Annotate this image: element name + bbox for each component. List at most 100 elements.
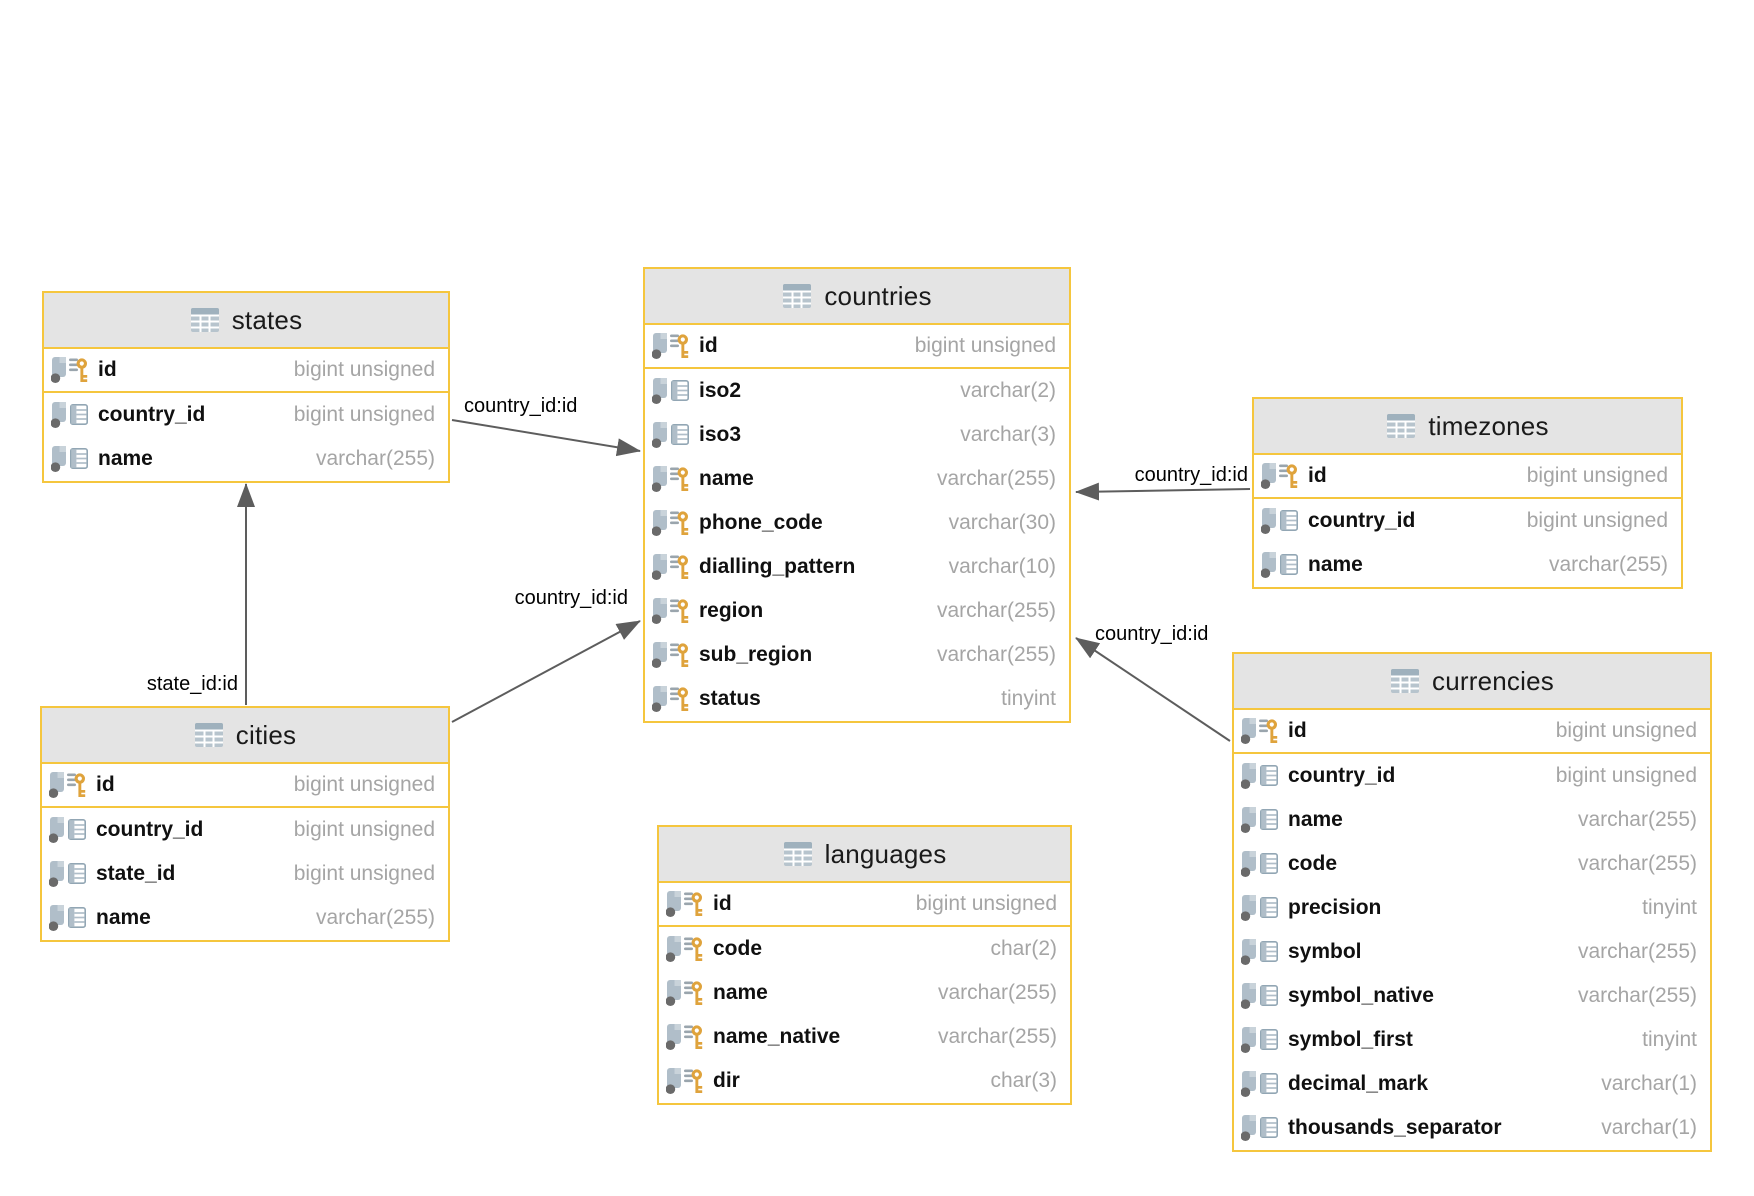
table-row-currencies-symbol_native[interactable]: symbol_native varchar(255): [1234, 974, 1710, 1018]
column-type: bigint unsigned: [1526, 509, 1668, 532]
table-row-states-id[interactable]: id bigint unsigned: [44, 349, 448, 393]
table-row-countries-iso3[interactable]: iso3 varchar(3): [645, 413, 1069, 457]
relation-label: country_id:id: [515, 587, 628, 609]
column-key-icon: [666, 936, 703, 962]
table-row-states-name[interactable]: name varchar(255): [44, 437, 448, 481]
table-languages[interactable]: languages id bigint unsigned code char(2) nam…: [657, 825, 1072, 1105]
table-title: timezones: [1428, 410, 1549, 441]
table-row-currencies-precision[interactable]: precision tinyint: [1234, 886, 1710, 930]
table-row-countries-name[interactable]: name varchar(255): [645, 457, 1069, 501]
column-key-icon: [666, 980, 703, 1006]
table-row-cities-country_id[interactable]: country_id bigint unsigned: [42, 808, 448, 852]
column-grid-icon: [1241, 1027, 1278, 1053]
column-name: iso2: [699, 379, 742, 402]
column-grid-icon: [49, 861, 86, 887]
column-type: varchar(255): [937, 1025, 1057, 1048]
table-row-currencies-code[interactable]: code varchar(255): [1234, 842, 1710, 886]
table-currencies[interactable]: currencies id bigint unsigned country_id big…: [1232, 652, 1712, 1152]
column-type: varchar(30): [948, 511, 1056, 534]
column-grid-icon: [49, 905, 86, 931]
table-states[interactable]: states id bigint unsigned country_id bigint …: [42, 291, 450, 483]
table-row-countries-id[interactable]: id bigint unsigned: [645, 325, 1069, 369]
table-row-countries-sub_region[interactable]: sub_region varchar(255): [645, 633, 1069, 677]
column-type: bigint unsigned: [914, 334, 1056, 357]
table-row-countries-dialling_pattern[interactable]: dialling_pattern varchar(10): [645, 545, 1069, 589]
column-name: name: [1308, 553, 1363, 576]
table-row-countries-phone_code[interactable]: phone_code varchar(30): [645, 501, 1069, 545]
column-key-icon: [666, 1068, 703, 1094]
table-row-countries-status[interactable]: status tinyint: [645, 677, 1069, 721]
table-row-timezones-id[interactable]: id bigint unsigned: [1254, 455, 1681, 499]
relation-label: country_id:id: [1095, 623, 1208, 645]
table-row-countries-region[interactable]: region varchar(255): [645, 589, 1069, 633]
table-header-currencies[interactable]: currencies: [1234, 654, 1710, 710]
relation-label: country_id:id: [1135, 464, 1248, 486]
column-name: thousands_separator: [1288, 1116, 1502, 1139]
column-name: iso3: [699, 423, 742, 446]
table-timezones[interactable]: timezones id bigint unsigned country_id bigi…: [1252, 397, 1683, 589]
table-header-states[interactable]: states: [44, 293, 448, 349]
column-grid-icon: [652, 422, 689, 448]
table-row-timezones-country_id[interactable]: country_id bigint unsigned: [1254, 499, 1681, 543]
table-row-countries-iso2[interactable]: iso2 varchar(2): [645, 369, 1069, 413]
table-grid-icon: [1387, 414, 1416, 438]
column-type: bigint unsigned: [293, 818, 435, 841]
table-header-countries[interactable]: countries: [645, 269, 1069, 325]
column-grid-icon: [1241, 983, 1278, 1009]
table-row-languages-name[interactable]: name varchar(255): [659, 971, 1070, 1015]
table-row-currencies-id[interactable]: id bigint unsigned: [1234, 710, 1710, 754]
table-row-timezones-name[interactable]: name varchar(255): [1254, 543, 1681, 587]
column-grid-icon: [652, 378, 689, 404]
table-row-currencies-thousands_separator[interactable]: thousands_separator varchar(1): [1234, 1106, 1710, 1150]
column-key-icon: [51, 357, 88, 383]
table-row-currencies-symbol[interactable]: symbol varchar(255): [1234, 930, 1710, 974]
table-title: countries: [824, 280, 932, 311]
table-row-currencies-country_id[interactable]: country_id bigint unsigned: [1234, 754, 1710, 798]
column-name: name: [1288, 808, 1343, 831]
table-title: states: [231, 304, 303, 335]
column-key-icon: [652, 598, 689, 624]
table-row-cities-id[interactable]: id bigint unsigned: [42, 764, 448, 808]
column-type: varchar(255): [1577, 852, 1697, 875]
table-countries[interactable]: countries id bigint unsigned iso2 varchar(2)…: [643, 267, 1071, 723]
column-type: varchar(3): [960, 423, 1056, 446]
table-row-languages-id[interactable]: id bigint unsigned: [659, 883, 1070, 927]
relation-label: state_id:id: [147, 673, 238, 695]
column-key-icon: [1261, 463, 1298, 489]
table-header-timezones[interactable]: timezones: [1254, 399, 1681, 455]
column-type: bigint unsigned: [1555, 764, 1697, 787]
table-header-cities[interactable]: cities: [42, 708, 448, 764]
table-row-currencies-name[interactable]: name varchar(255): [1234, 798, 1710, 842]
table-cities[interactable]: cities id bigint unsigned country_id bigint …: [40, 706, 450, 942]
column-name: phone_code: [699, 511, 823, 534]
table-row-states-country_id[interactable]: country_id bigint unsigned: [44, 393, 448, 437]
column-type: varchar(255): [936, 467, 1056, 490]
column-grid-icon: [1241, 895, 1278, 921]
column-type: tinyint: [1001, 687, 1056, 710]
column-grid-icon: [1261, 552, 1298, 578]
column-type: bigint unsigned: [1555, 719, 1697, 742]
table-grid-icon: [783, 842, 812, 866]
column-grid-icon: [1241, 939, 1278, 965]
column-key-icon: [49, 772, 86, 798]
table-row-languages-name_native[interactable]: name_native varchar(255): [659, 1015, 1070, 1059]
column-grid-icon: [1241, 851, 1278, 877]
column-key-icon: [666, 891, 703, 917]
column-grid-icon: [1241, 807, 1278, 833]
table-row-cities-name[interactable]: name varchar(255): [42, 896, 448, 940]
table-row-cities-state_id[interactable]: state_id bigint unsigned: [42, 852, 448, 896]
column-grid-icon: [1241, 1071, 1278, 1097]
table-row-currencies-symbol_first[interactable]: symbol_first tinyint: [1234, 1018, 1710, 1062]
relation-line-cities.country_id: [451, 620, 641, 723]
table-row-languages-code[interactable]: code char(2): [659, 927, 1070, 971]
table-row-currencies-decimal_mark[interactable]: decimal_mark varchar(1): [1234, 1062, 1710, 1106]
table-row-languages-dir[interactable]: dir char(3): [659, 1059, 1070, 1103]
column-type: varchar(255): [315, 906, 435, 929]
column-name: code: [713, 937, 763, 960]
table-title: currencies: [1432, 665, 1554, 696]
table-header-languages[interactable]: languages: [659, 827, 1070, 883]
column-type: tinyint: [1642, 896, 1697, 919]
table-title: languages: [824, 838, 947, 869]
column-name: name: [96, 906, 151, 929]
